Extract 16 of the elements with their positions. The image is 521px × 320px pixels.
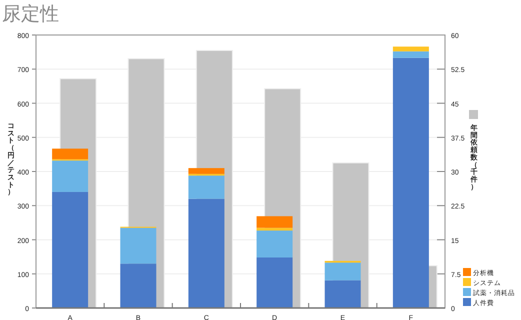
bar [392,51,429,58]
bar [256,216,293,228]
bar [324,280,361,308]
bar [52,148,88,160]
bar [256,230,293,258]
chart-title: 尿定性 [2,3,59,25]
bar [120,228,156,264]
bar [120,264,156,308]
bar [52,160,88,192]
bar [256,257,293,308]
bar [324,262,361,280]
bar [392,58,429,308]
bar [392,46,429,52]
bar [188,176,224,199]
bar [188,168,224,174]
bar [256,228,293,231]
